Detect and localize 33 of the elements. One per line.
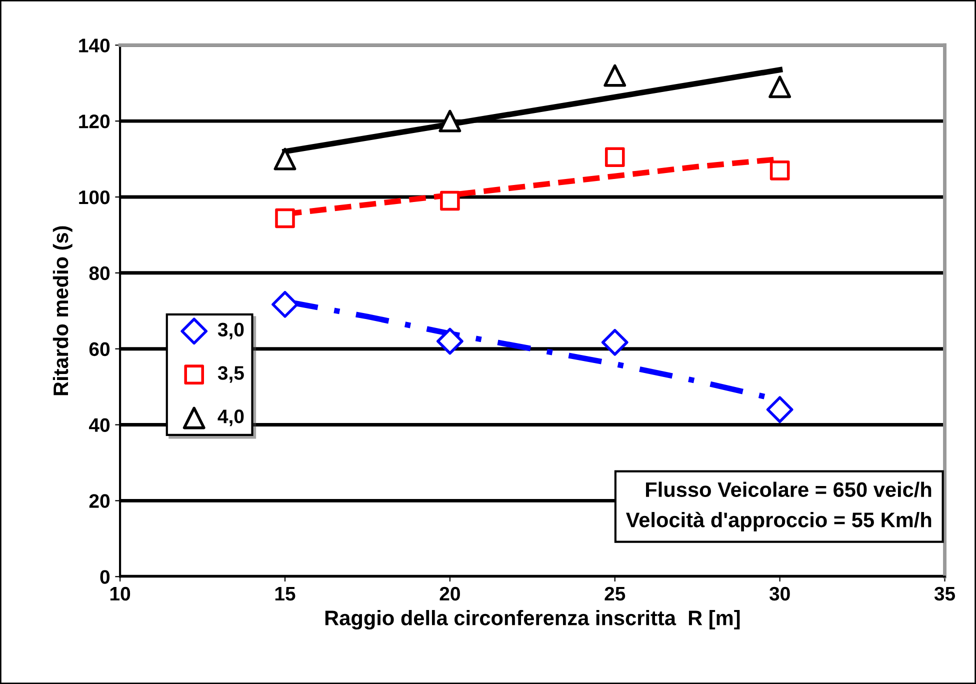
y-tick-label: 60 <box>89 342 110 356</box>
legend-label: 3,5 <box>218 366 244 383</box>
annotation: Velocità d'approccio = 55 Km/h <box>626 512 932 532</box>
y-tick-label: 140 <box>79 38 110 52</box>
point <box>274 148 296 170</box>
x-tick-label: 10 <box>110 586 130 601</box>
y-tick-label: 0 <box>100 570 110 584</box>
legend-label: 3,0 <box>218 322 244 340</box>
x-axis-title: Raggio della circonferenza inscritta R [m] <box>325 610 740 630</box>
point <box>604 64 626 87</box>
x-tick-label: 15 <box>275 587 296 601</box>
point <box>768 76 792 98</box>
annotation: Flusso Veicolare = 650 veic/h <box>646 482 932 498</box>
x-tick-label: 25 <box>604 586 626 601</box>
point <box>604 147 625 168</box>
y-tick-label: 20 <box>89 494 110 508</box>
y-tick-label: 120 <box>79 114 110 128</box>
point <box>766 396 794 423</box>
y-axis-title: Ritardo medio (s) <box>52 226 72 396</box>
point <box>275 208 295 228</box>
point <box>601 328 628 356</box>
x-tick-label: 30 <box>769 586 790 601</box>
x-tick-label: 35 <box>934 586 956 601</box>
point <box>440 190 460 211</box>
point <box>272 291 298 318</box>
y-tick-label: 100 <box>79 190 110 204</box>
x-tick-label: 20 <box>440 586 460 601</box>
y-tick-label: 80 <box>89 266 110 280</box>
point <box>438 110 462 132</box>
y-tick-label: 40 <box>88 418 110 432</box>
point <box>770 160 790 180</box>
legend-label: 4,0 <box>218 410 244 426</box>
point <box>436 328 464 355</box>
